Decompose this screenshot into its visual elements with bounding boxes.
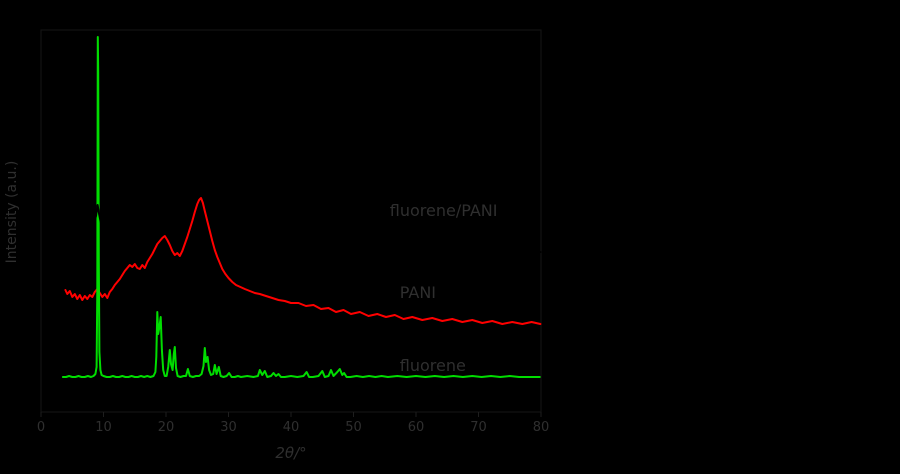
x-axis-tick-label: 60	[408, 420, 425, 435]
x-axis-tick-label: 10	[95, 420, 112, 435]
x-axis-tick-label: 70	[470, 420, 487, 435]
x-axis-tick-label: 20	[158, 420, 175, 435]
series-fluorene	[61, 36, 541, 378]
annotation-pani: PANI	[400, 283, 436, 302]
annotation-fluorene-pani: fluorene/PANI	[390, 201, 498, 220]
x-axis-tick-label: 40	[283, 420, 300, 435]
y-axis-label: Intensity (a.u.)	[4, 161, 20, 264]
x-axis-label: 2θ/°	[275, 444, 306, 462]
annotation-fluorene: fluorene	[400, 356, 466, 375]
x-axis-tick-label: 30	[220, 420, 237, 435]
x-axis-tick-label: 80	[533, 420, 550, 435]
x-axis-tick-label: 0	[37, 420, 45, 435]
series-pani	[64, 197, 542, 325]
series-fluorene-pani	[64, 158, 542, 253]
x-axis-tick-label: 50	[345, 420, 362, 435]
